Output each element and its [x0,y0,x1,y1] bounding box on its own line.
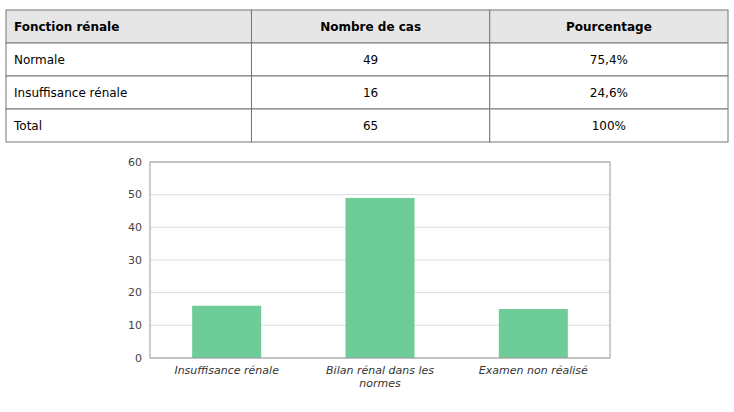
y-tick-label: 10 [128,319,142,332]
x-tick-label-line: Insuffisance rénale [174,364,279,377]
bar [346,198,415,358]
x-tick-label: Examen non réalisé [479,364,588,377]
table-text: 100% [592,119,626,133]
x-tick-label-line: Bilan rénal dans les [326,364,434,377]
y-tick-label: 60 [128,156,142,169]
table-text: 75,4% [590,53,628,67]
table-text: Total [13,119,42,133]
figure: Fonction rénale Nombre de cas Pourcentage N… [0,0,734,412]
x-tick-label-line: Examen non réalisé [479,364,588,377]
x-tick-label: Bilan rénal dans lesnormes [326,364,434,390]
table: Fonction rénale Nombre de cas Pourcentage N… [6,10,728,142]
table-cell [490,76,728,109]
table-cell [251,109,489,142]
table-text: 49 [363,53,378,67]
table-header: Pourcentage [566,20,652,34]
table-header: Nombre de cas [320,20,421,34]
table-cell [6,109,251,142]
table-header-cell [6,10,251,43]
table-cell [6,43,251,76]
table-cell [251,43,489,76]
bar-chart: 0 10 20 30 40 50 60 Insuffisance rénale Bilan ré… [128,156,610,391]
grid-line [150,194,610,195]
table-cell [490,43,728,76]
table-cell [251,76,489,109]
table-cell [6,76,251,109]
table-text: 24,6% [590,86,628,100]
bar [499,309,568,358]
y-tick-label: 20 [128,286,142,299]
y-tick-label: 30 [128,254,142,267]
table-text: Normale [14,53,65,67]
x-tick-label: Insuffisance rénale [174,364,279,377]
x-tick-label-line: normes [359,377,401,390]
y-tick-label: 0 [135,352,142,365]
y-tick-label: 40 [128,221,142,234]
table-header-cell [251,10,489,43]
table-text: 65 [363,119,378,133]
y-tick-label: 50 [128,188,142,201]
table-text: 16 [363,86,378,100]
table-cell [490,109,728,142]
table-header-cell [490,10,728,43]
chart-svg: Fonction rénale Nombre de cas Pourcentage N… [0,0,734,412]
plot-frame [150,162,610,358]
table-text: Insuffisance rénale [14,86,127,100]
bar [192,306,261,358]
bars [192,198,568,358]
table-header: Fonction rénale [14,20,119,34]
